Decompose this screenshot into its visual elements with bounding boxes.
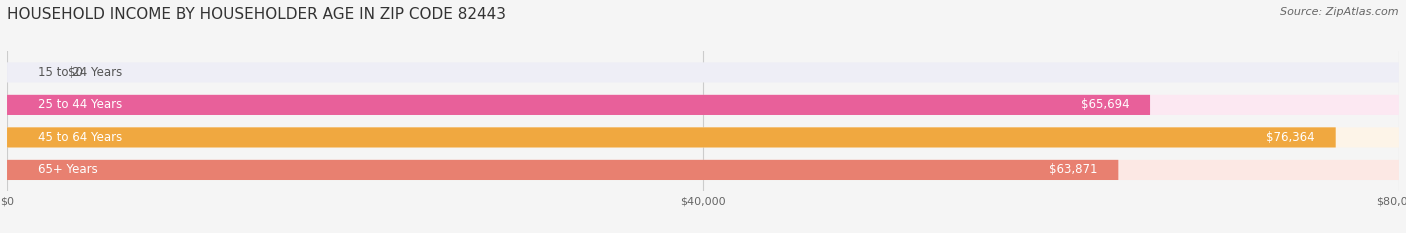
- Text: 15 to 24 Years: 15 to 24 Years: [38, 66, 122, 79]
- Text: 45 to 64 Years: 45 to 64 Years: [38, 131, 122, 144]
- FancyBboxPatch shape: [7, 127, 1399, 147]
- Text: $76,364: $76,364: [1267, 131, 1315, 144]
- Text: Source: ZipAtlas.com: Source: ZipAtlas.com: [1281, 7, 1399, 17]
- FancyBboxPatch shape: [7, 95, 1399, 115]
- Text: $0: $0: [67, 66, 83, 79]
- Text: 25 to 44 Years: 25 to 44 Years: [38, 98, 122, 111]
- Text: $65,694: $65,694: [1081, 98, 1129, 111]
- Text: 65+ Years: 65+ Years: [38, 163, 98, 176]
- FancyBboxPatch shape: [7, 127, 1336, 147]
- Text: $63,871: $63,871: [1049, 163, 1098, 176]
- FancyBboxPatch shape: [7, 95, 1150, 115]
- FancyBboxPatch shape: [7, 160, 1118, 180]
- FancyBboxPatch shape: [7, 160, 1399, 180]
- FancyBboxPatch shape: [7, 62, 1399, 82]
- Text: HOUSEHOLD INCOME BY HOUSEHOLDER AGE IN ZIP CODE 82443: HOUSEHOLD INCOME BY HOUSEHOLDER AGE IN Z…: [7, 7, 506, 22]
